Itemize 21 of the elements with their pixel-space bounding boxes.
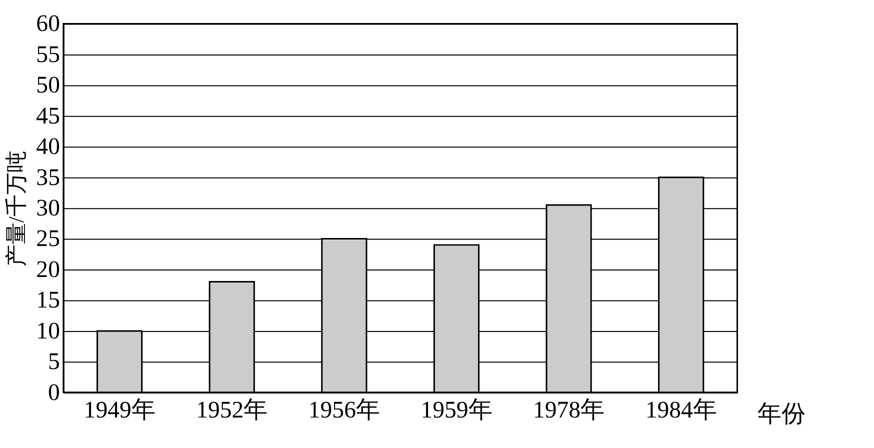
y-tick-label: 40 — [36, 134, 60, 160]
y-tick-label: 30 — [36, 196, 60, 222]
x-tick-label: 1952年 — [196, 398, 268, 424]
y-tick-label: 45 — [36, 103, 60, 130]
y-tick-label: 20 — [36, 256, 60, 283]
y-axis-title: 产量/千万吨 — [4, 150, 28, 267]
y-tick-label: 0 — [48, 380, 60, 406]
y-tick-label: 55 — [36, 42, 60, 68]
x-tick-label: 1984年 — [645, 398, 717, 424]
x-tick-label: 1949年 — [84, 398, 156, 424]
y-tick-label: 5 — [48, 349, 60, 376]
y-tick-label: 60 — [36, 11, 60, 38]
x-tick-label: 1978年 — [533, 398, 605, 424]
y-tick-label: 25 — [36, 226, 60, 252]
y-tick-label: 35 — [36, 164, 60, 191]
x-axis-title: 年份 — [758, 402, 806, 428]
y-tick-label: 15 — [36, 288, 60, 314]
y-tick-label: 10 — [36, 318, 60, 344]
x-tick-label: 1959年 — [420, 398, 492, 424]
x-tick-label: 1956年 — [308, 398, 380, 424]
y-tick-label: 50 — [36, 72, 60, 99]
